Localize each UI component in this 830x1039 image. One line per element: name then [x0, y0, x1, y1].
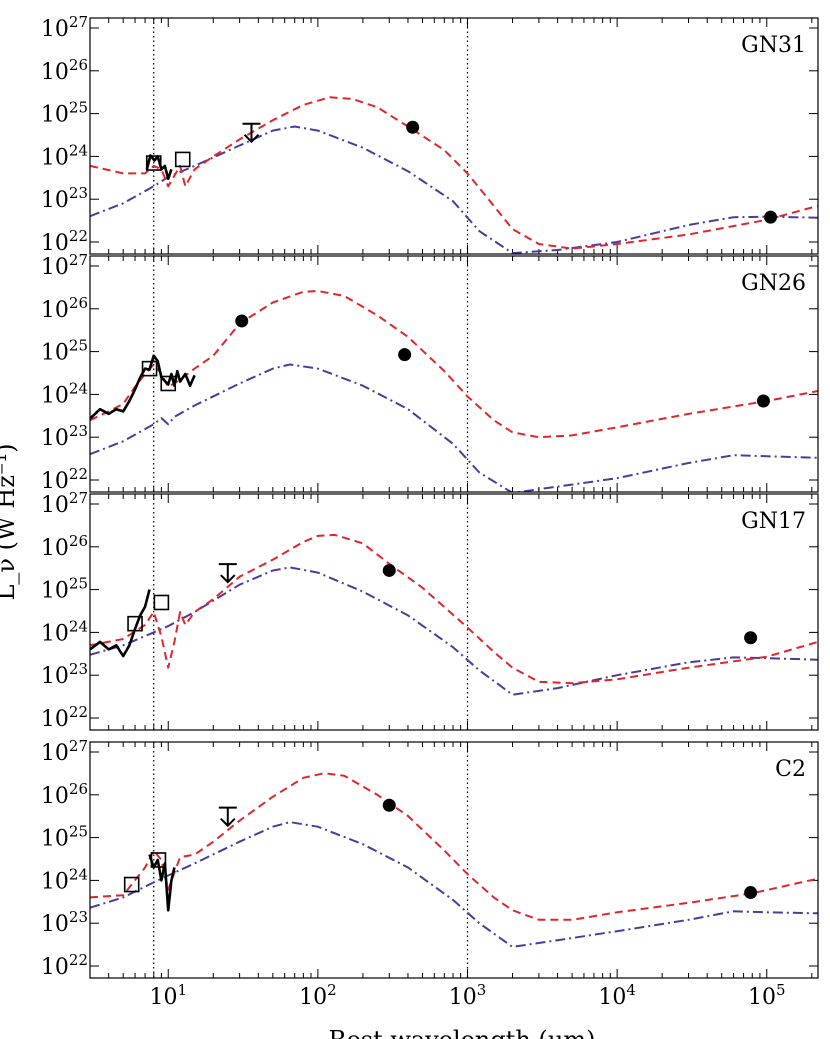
photometry-circle [382, 798, 396, 812]
blue-dashdot-model-line [90, 566, 818, 696]
y-tick-label: 1026 [41, 294, 88, 323]
red-dashed-model-line [90, 533, 818, 685]
upper-limit-arrow [220, 807, 236, 828]
x-axis: 101 102 103 104 105 [149, 981, 785, 1010]
blue-dashdot-model-line [90, 125, 818, 254]
x-axis-title: Rest wavelength (μm) [329, 1026, 596, 1039]
x-tick-label: 104 [598, 981, 636, 1010]
y-tick-label: 1023 [41, 908, 88, 937]
red-dashed-model-line [90, 290, 818, 439]
photometry-circle [744, 886, 758, 900]
y-tick-label: 1024 [41, 617, 88, 646]
panel-frame [89, 17, 819, 255]
x-tick-label: 101 [149, 981, 187, 1010]
panel-label: GN31 [741, 33, 806, 58]
y-tick-label: 1025 [41, 575, 88, 604]
photometry-circle [398, 348, 412, 362]
irs-spectrum-line [145, 154, 173, 181]
photometry-circle [756, 394, 770, 408]
panel-series [90, 772, 818, 948]
panel-c2: 1022 1023 1024 1025 1026 1027 C2 [41, 737, 819, 980]
photometry-square [141, 360, 158, 377]
photometry-square [174, 151, 191, 168]
red-dashed-model-line [90, 96, 818, 250]
blue-dashdot-model-line [90, 363, 818, 492]
panel-series [90, 533, 818, 696]
upper-limit-arrow [243, 123, 260, 144]
y-tick-label: 1025 [41, 823, 88, 852]
blue-dashdot-model-line [90, 821, 818, 948]
y-tick-label: 1024 [41, 865, 88, 894]
photometry-square [127, 615, 143, 632]
photometry-square [160, 375, 177, 392]
panel-label: GN26 [741, 271, 806, 296]
y-tick-label: 1023 [41, 660, 88, 689]
y-tick-label: 1027 [41, 737, 88, 766]
panel-gn26: 1022 1023 1024 1025 1026 1027 GN26 [41, 251, 819, 494]
y-tick-label: 1027 [41, 13, 88, 42]
irs-spectrum-line [90, 589, 151, 658]
panel-label: GN17 [741, 509, 806, 534]
y-tick-label: 1023 [41, 184, 88, 213]
photometry-circle [382, 563, 396, 577]
photometry-square [145, 155, 162, 171]
x-tick-label: 102 [299, 981, 337, 1010]
photometry-circle [235, 314, 249, 328]
panel-frame [89, 493, 819, 731]
y-tick-label: 1027 [41, 489, 88, 518]
y-tick-label: 1023 [41, 422, 88, 451]
y-tick-label: 1022 [41, 951, 88, 980]
x-tick-label: 103 [449, 981, 487, 1010]
panel-label: C2 [775, 757, 806, 782]
panel-frame [89, 255, 819, 493]
y-tick-label: 1022 [41, 227, 88, 256]
photometry-square [123, 876, 140, 893]
y-tick-label: 1027 [41, 251, 88, 280]
y-tick-label: 1026 [41, 532, 88, 561]
y-tick-label: 1026 [41, 56, 88, 85]
y-tick-label: 1025 [41, 99, 88, 128]
panels-group: 1022 1023 1024 1025 1026 1027 GN31 1022 1023 1024… [41, 13, 819, 980]
photometry-circle [744, 631, 758, 645]
panel-gn17: 1022 1023 1024 1025 1026 1027 GN17 [41, 489, 819, 732]
photometry-circle [764, 210, 778, 224]
photometry-circle [406, 120, 420, 134]
panel-series [90, 96, 818, 254]
y-axis-title: L_ν (W Hz⁻¹) [0, 443, 20, 600]
upper-limit-arrow [220, 564, 236, 584]
photometry-square [150, 852, 167, 868]
panel-frame [89, 741, 819, 979]
y-tick-label: 1022 [41, 465, 88, 494]
y-tick-label: 1026 [41, 780, 88, 809]
x-tick-label: 105 [748, 981, 786, 1010]
panel-gn31: 1022 1023 1024 1025 1026 1027 GN31 [41, 13, 819, 256]
y-tick-label: 1022 [41, 703, 88, 732]
y-tick-label: 1025 [41, 337, 88, 366]
y-tick-label: 1024 [41, 379, 88, 408]
irs-spectrum-line [90, 354, 196, 420]
red-dashed-model-line [90, 772, 818, 921]
panel-series [90, 290, 818, 492]
y-tick-label: 1024 [41, 141, 88, 170]
photometry-square [153, 594, 170, 611]
